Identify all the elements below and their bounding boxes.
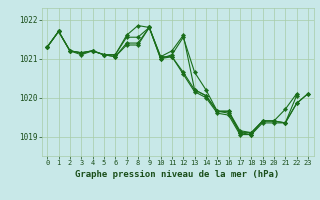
X-axis label: Graphe pression niveau de la mer (hPa): Graphe pression niveau de la mer (hPa) — [76, 170, 280, 179]
